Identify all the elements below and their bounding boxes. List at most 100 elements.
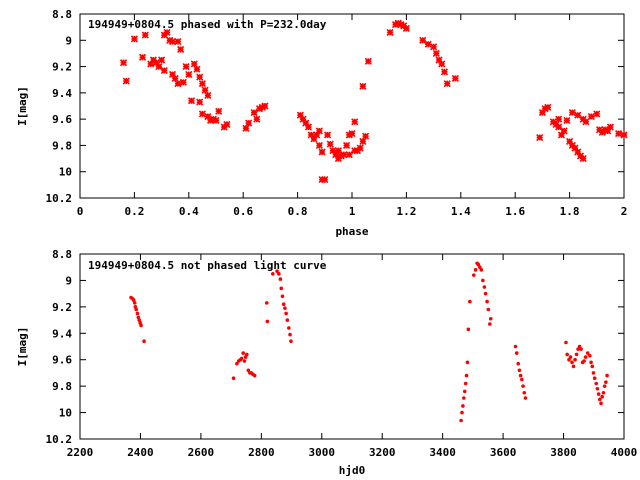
data-point [348,130,356,138]
data-point [245,352,249,357]
data-point [600,394,605,399]
data-point [152,59,160,67]
data-point [215,107,223,115]
data-point [345,151,353,159]
data-point [536,133,544,142]
data-point [594,381,598,386]
data-point [591,371,596,375]
chart-title: 194949+0804.5 phased with P=232.0day [88,18,327,31]
data-point [209,115,217,123]
data-point [261,102,269,110]
data-point [168,38,177,46]
data-point [560,127,568,135]
data-point [235,361,239,366]
data-point [567,357,571,362]
data-point [223,120,231,128]
data-point [468,299,472,304]
y-tick-label: 8.8 [52,8,72,21]
data-point [605,373,609,378]
data-point [141,31,149,39]
y-tick-label: 9.2 [52,301,72,314]
data-point [596,392,601,396]
data-point [486,307,491,312]
data-point [171,74,179,82]
x-tick-label: 2400 [127,446,154,459]
data-point [130,35,138,43]
data-point [158,56,166,64]
data-point [198,110,206,118]
data-point [307,131,315,139]
y-tick-label: 9.6 [52,113,72,126]
chart-title: 194949+0804.5 not phased light curve [88,259,327,272]
x-tick-label: 1.4 [451,205,471,218]
plot-frame [79,253,625,440]
data-point [606,123,614,131]
data-point [356,144,364,152]
data-point [465,360,470,365]
x-tick-label: 4000 [611,446,638,459]
data-point [576,347,580,351]
data-point [283,306,287,310]
data-point [573,357,577,362]
data-point [277,272,281,276]
data-point [302,119,310,127]
data-point [430,43,438,51]
data-point [198,80,206,88]
data-point [488,322,492,326]
data-point [464,373,469,378]
x-tick-label: 0.8 [288,205,308,218]
data-point [568,109,576,117]
data-point [147,60,155,68]
data-point [279,286,284,291]
data-point [459,418,463,423]
data-point [132,301,137,305]
data-point [471,273,476,277]
data-point [280,294,285,299]
data-point [483,291,488,296]
data-point [155,63,163,71]
data-point [271,272,275,276]
data-point [555,123,563,131]
data-point [579,347,583,351]
data-point [119,59,128,67]
unphased-panel: 2200 2400 2600 2800 3000 3200 3400 3600 3800 4000… [16,248,637,477]
x-tick-label: 3000 [309,446,336,459]
x-tick-label: 1.6 [505,205,525,218]
data-point [582,359,586,363]
data-point [462,389,467,394]
y-tick-label: 9 [65,34,72,47]
data-point [289,339,293,344]
data-point [564,340,568,345]
data-point [204,112,212,121]
data-point [520,377,524,382]
data-point [196,98,204,106]
data-point [419,36,427,44]
data-point [296,111,304,119]
data-point [122,77,130,85]
data-point [278,277,283,281]
x-axis-label: phase [335,225,368,238]
data-point [246,368,251,373]
data-point [245,119,253,127]
x-tick-label: 3600 [490,446,517,459]
x-tick-label: 3200 [369,446,396,459]
data-point [601,126,609,134]
data-point [299,115,307,123]
data-point [563,116,571,125]
data-point [326,140,334,148]
data-point [570,360,574,365]
data-point [595,386,600,391]
y-tick-label: 9.2 [52,61,72,74]
data-point [589,360,593,365]
data-point [435,56,443,64]
x-tick-label: 2800 [248,446,275,459]
y-tick-label: 10 [59,407,72,420]
data-point [478,265,482,270]
data-point [579,155,587,163]
y-tick-label: 9.4 [52,327,72,340]
data-point [587,112,595,121]
data-point [482,285,487,289]
data-point [253,115,261,123]
data-point [518,373,523,378]
